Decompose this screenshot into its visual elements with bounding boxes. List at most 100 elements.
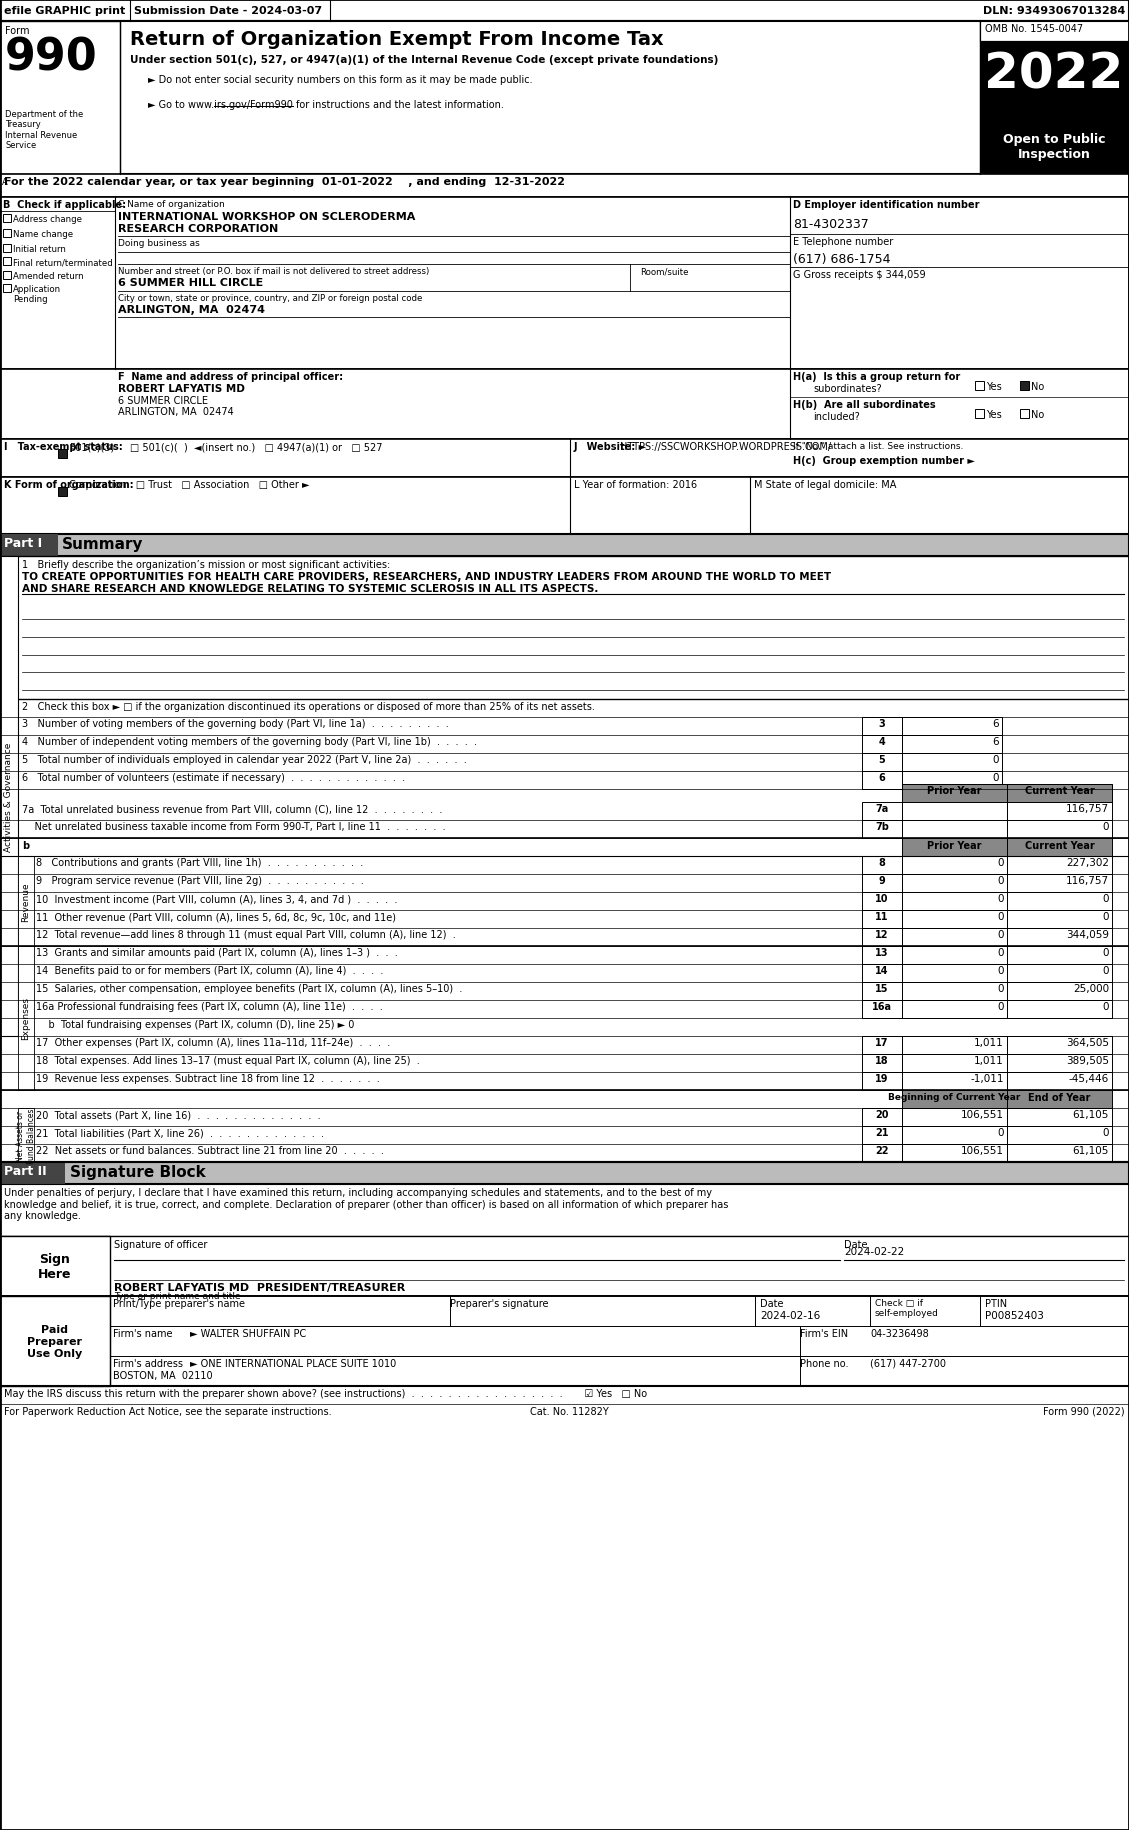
Bar xyxy=(863,946,902,964)
Bar xyxy=(902,785,1007,803)
Text: City or town, state or province, country, and ZIP or foreign postal code: City or town, state or province, country… xyxy=(119,295,422,302)
Text: 0: 0 xyxy=(1103,893,1109,904)
Text: Firm's EIN: Firm's EIN xyxy=(800,1329,848,1338)
Text: 3   Number of voting members of the governing body (Part VI, line 1a)  .  .  .  : 3 Number of voting members of the govern… xyxy=(21,719,448,728)
Text: -45,446: -45,446 xyxy=(1069,1074,1109,1083)
Bar xyxy=(902,928,1007,946)
Text: 0: 0 xyxy=(1103,966,1109,975)
Text: 227,302: 227,302 xyxy=(1066,858,1109,867)
Text: 3: 3 xyxy=(878,719,885,728)
Bar xyxy=(0,1296,1129,1387)
Text: AND SHARE RESEARCH AND KNOWLEDGE RELATING TO SYSTEMIC SCLEROSIS IN ALL ITS ASPEC: AND SHARE RESEARCH AND KNOWLEDGE RELATIN… xyxy=(21,584,598,593)
Text: 8: 8 xyxy=(878,858,885,867)
Text: ► Go to www.irs.gov/Form990 for instructions and the latest information.: ► Go to www.irs.gov/Form990 for instruct… xyxy=(148,101,504,110)
Bar xyxy=(0,1237,110,1296)
Text: Firm's address: Firm's address xyxy=(113,1358,183,1369)
Bar xyxy=(1007,1072,1112,1091)
Text: If "No," attach a list. See instructions.: If "No," attach a list. See instructions… xyxy=(793,441,963,450)
Text: Date: Date xyxy=(844,1239,867,1250)
Text: F  Name and address of principal officer:: F Name and address of principal officer: xyxy=(119,371,343,382)
Bar xyxy=(902,1001,1007,1019)
Bar xyxy=(18,856,34,946)
Text: 10: 10 xyxy=(875,893,889,904)
Bar xyxy=(863,820,902,838)
Bar xyxy=(1007,1054,1112,1072)
Text: 5   Total number of individuals employed in calendar year 2022 (Part V, line 2a): 5 Total number of individuals employed i… xyxy=(21,754,466,765)
Text: 116,757: 116,757 xyxy=(1066,875,1109,886)
Text: Signature Block: Signature Block xyxy=(70,1164,205,1179)
Bar xyxy=(18,1109,34,1162)
Bar xyxy=(863,772,902,789)
Bar xyxy=(902,911,1007,928)
Bar xyxy=(902,736,1003,754)
Text: B  Check if applicable:: B Check if applicable: xyxy=(3,199,126,210)
Text: ROBERT LAFYATIS MD  PRESIDENT/TREASURER: ROBERT LAFYATIS MD PRESIDENT/TREASURER xyxy=(114,1283,405,1292)
Text: 22  Net assets or fund balances. Subtract line 21 from line 20  .  .  .  .  .: 22 Net assets or fund balances. Subtract… xyxy=(36,1146,384,1155)
Text: For Paperwork Reduction Act Notice, see the separate instructions.: For Paperwork Reduction Act Notice, see … xyxy=(5,1405,332,1416)
Text: Net unrelated business taxable income from Form 990-T, Part I, line 11  .  .  . : Net unrelated business taxable income fr… xyxy=(21,822,446,831)
Text: b  Total fundraising expenses (Part IX, column (D), line 25) ► 0: b Total fundraising expenses (Part IX, c… xyxy=(36,1019,355,1030)
Text: For the 2022 calendar year, or tax year beginning  01-01-2022    , and ending  1: For the 2022 calendar year, or tax year … xyxy=(5,178,564,187)
Text: Amended return: Amended return xyxy=(14,273,84,280)
Bar xyxy=(902,754,1003,772)
Text: 61,105: 61,105 xyxy=(1073,1109,1109,1120)
Bar xyxy=(3,258,11,265)
Text: 2   Check this box ► □ if the organization discontinued its operations or dispos: 2 Check this box ► □ if the organization… xyxy=(21,701,595,712)
Bar xyxy=(902,983,1007,1001)
Text: DLN: 93493067013284: DLN: 93493067013284 xyxy=(982,5,1124,16)
Bar xyxy=(902,820,1007,838)
Bar xyxy=(863,964,902,983)
Bar xyxy=(0,556,18,1036)
Text: 389,505: 389,505 xyxy=(1066,1056,1109,1065)
Text: Initial return: Initial return xyxy=(14,245,65,254)
Text: 19  Revenue less expenses. Subtract line 18 from line 12  .  .  .  .  .  .  .: 19 Revenue less expenses. Subtract line … xyxy=(36,1074,379,1083)
Text: 0: 0 xyxy=(998,983,1004,994)
Text: 17  Other expenses (Part IX, column (A), lines 11a–11d, 11f–24e)  .  .  .  .: 17 Other expenses (Part IX, column (A), … xyxy=(36,1038,391,1047)
Bar xyxy=(1007,911,1112,928)
Text: 7a  Total unrelated business revenue from Part VIII, column (C), line 12  .  .  : 7a Total unrelated business revenue from… xyxy=(21,803,443,814)
Bar xyxy=(902,893,1007,911)
Bar xyxy=(0,22,1129,176)
Text: 25,000: 25,000 xyxy=(1073,983,1109,994)
Text: 344,059: 344,059 xyxy=(1066,930,1109,939)
Bar xyxy=(902,803,1007,820)
Bar xyxy=(863,754,902,772)
Text: 6: 6 xyxy=(992,719,999,728)
Text: Revenue: Revenue xyxy=(21,882,30,920)
Text: I   Tax-exempt status:: I Tax-exempt status: xyxy=(5,441,123,452)
Text: 0: 0 xyxy=(1103,1001,1109,1012)
Bar xyxy=(3,214,11,223)
Bar xyxy=(863,928,902,946)
Text: End of Year: End of Year xyxy=(1029,1093,1091,1102)
Text: 12: 12 xyxy=(875,930,889,939)
Bar xyxy=(1007,964,1112,983)
Text: 15: 15 xyxy=(875,983,889,994)
Text: C Name of organization: C Name of organization xyxy=(119,199,225,209)
Bar xyxy=(902,946,1007,964)
Text: Activities & Governance: Activities & Governance xyxy=(5,741,14,851)
Text: 2024-02-22: 2024-02-22 xyxy=(844,1246,904,1257)
Text: 61,105: 61,105 xyxy=(1073,1146,1109,1155)
Text: 15  Salaries, other compensation, employee benefits (Part IX, column (A), lines : 15 Salaries, other compensation, employe… xyxy=(36,983,463,994)
Text: BOSTON, MA  02110: BOSTON, MA 02110 xyxy=(113,1371,212,1380)
Bar xyxy=(902,1054,1007,1072)
Bar xyxy=(3,285,11,293)
Text: 16a Professional fundraising fees (Part IX, column (A), line 11e)  .  .  .  .: 16a Professional fundraising fees (Part … xyxy=(36,1001,383,1012)
Text: Prior Year: Prior Year xyxy=(927,840,982,851)
Text: 19: 19 xyxy=(875,1074,889,1083)
Bar xyxy=(863,1001,902,1019)
Text: 0: 0 xyxy=(1103,911,1109,922)
Text: Submission Date - 2024-03-07: Submission Date - 2024-03-07 xyxy=(134,5,322,16)
Bar xyxy=(0,176,1129,198)
Text: Corporation   □ Trust   □ Association   □ Other ►: Corporation □ Trust □ Association □ Othe… xyxy=(69,479,309,490)
Bar xyxy=(902,717,1003,736)
Text: Yes: Yes xyxy=(986,410,1001,419)
Text: 7b: 7b xyxy=(875,822,889,831)
Text: 6: 6 xyxy=(992,737,999,747)
Text: 0: 0 xyxy=(998,875,1004,886)
Text: (617) 447-2700: (617) 447-2700 xyxy=(870,1358,946,1369)
Text: Final return/terminated: Final return/terminated xyxy=(14,258,113,267)
Text: Doing business as: Doing business as xyxy=(119,240,200,247)
Text: (617) 686-1754: (617) 686-1754 xyxy=(793,253,891,265)
Bar xyxy=(58,450,67,459)
